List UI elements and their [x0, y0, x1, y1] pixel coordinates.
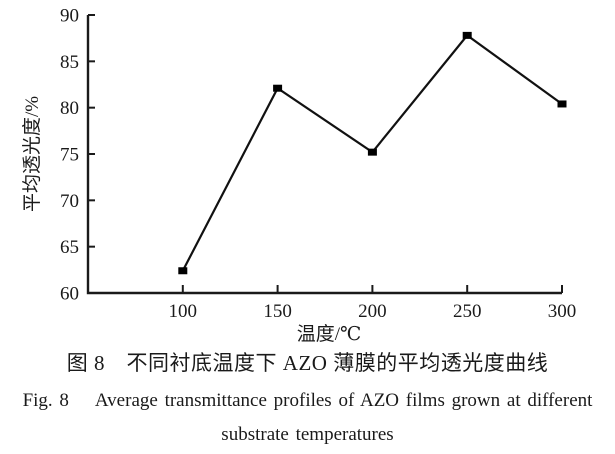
y-tick-label: 60 [60, 284, 79, 305]
data-point [462, 31, 472, 39]
x-tick-label: 300 [548, 301, 577, 322]
chart-area: 60 65 70 75 80 85 90 100 150 200 250 300 平均透光度/% 温度/℃ [21, 6, 577, 346]
y-axis-title: 平均透光度/% [21, 96, 43, 212]
x-axis-title: 温度/℃ [297, 323, 362, 345]
x-tick-label: 150 [263, 301, 292, 322]
y-tick-label: 90 [60, 6, 79, 27]
x-tick-label: 200 [358, 301, 387, 322]
data-point [178, 267, 188, 275]
y-tick-label: 80 [60, 98, 79, 119]
data-point [557, 100, 567, 108]
figure-caption-zh: 图 8 不同衬底温度下 AZO 薄膜的平均透光度曲线 [66, 351, 549, 375]
x-tick-label: 250 [453, 301, 482, 322]
axes [86, 15, 562, 295]
data-point-markers [178, 31, 567, 275]
y-tick-label: 85 [60, 52, 79, 73]
figure-caption-en-line2: substrate temperatures [221, 424, 394, 445]
y-tick-label: 65 [60, 237, 79, 258]
figure-caption-en-line1: Fig. 8 Average transmittance profiles of… [22, 390, 593, 411]
x-tick-label: 100 [169, 301, 198, 322]
y-tick-label: 75 [60, 145, 79, 166]
data-point [273, 84, 283, 92]
y-tick-label: 70 [60, 191, 79, 212]
y-axis-ticks: 60 65 70 75 80 85 90 [60, 6, 95, 305]
x-axis-ticks: 100 150 200 250 300 [169, 285, 577, 322]
data-point [367, 148, 377, 156]
transmittance-chart: 60 65 70 75 80 85 90 100 150 200 250 300 平均透光度/% 温度/℃ [21, 6, 577, 346]
